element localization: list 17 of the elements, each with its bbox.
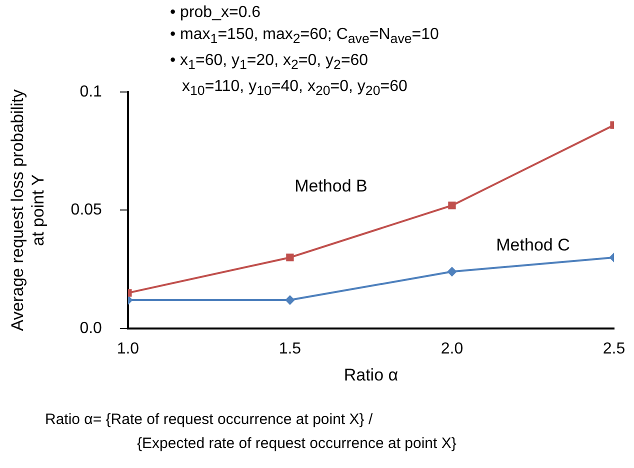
x-tick-label: 2.0 — [440, 340, 464, 358]
y-tick-label: 0.1 — [80, 83, 102, 100]
text: • prob_x=0.6 — [170, 3, 262, 23]
y-tick-label: 0.0 — [80, 320, 102, 337]
x-tick-label: 1.0 — [116, 340, 140, 358]
series-label: Method C — [496, 236, 570, 255]
text: Ratio α= {Rate of request occurrence at point X} / — [45, 410, 374, 430]
x-tick-label: 2.5 — [602, 340, 626, 358]
y-axis-title: Average request loss probability at point Y — [8, 88, 48, 332]
y-tick-label: 0.05 — [70, 202, 102, 219]
text: • max$_{1}$=150, max$_{2}$=60; C$_{ave}$=N$_{ave}$=10 — [170, 26, 439, 46]
text: • x$_{1}$=60, y$_{1}$=20, x$_{2}$=0, y$_{2}$=60 — [170, 52, 368, 72]
x-tick-label: 1.5 — [278, 340, 302, 358]
text: x$_{10}$=110, y$_{10}$=40, x$_{20}$=0, y$_{20}$=60 — [182, 78, 408, 99]
text: {Expected rate of request occurrence at point X} — [136, 434, 456, 454]
x-axis-title: Ratio α — [344, 365, 398, 384]
text: Method B — [294, 176, 368, 196]
